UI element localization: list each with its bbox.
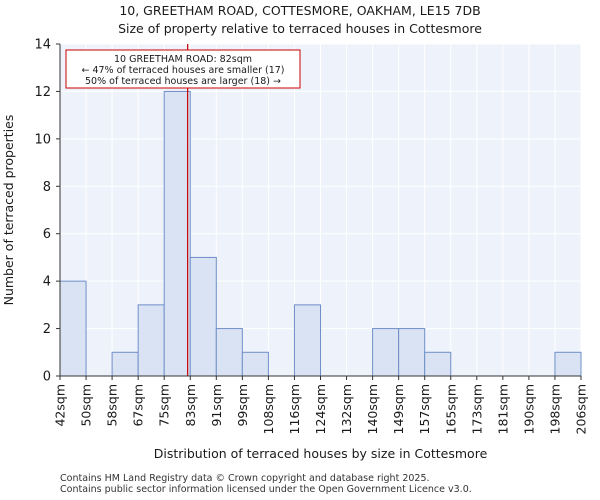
annotation-line: ← 47% of terraced houses are smaller (17…	[81, 65, 284, 76]
x-tick-label: 42sqm	[53, 384, 68, 427]
histogram-bar	[137, 304, 165, 377]
histogram-bar	[554, 351, 582, 377]
histogram-bar	[59, 280, 87, 377]
histogram-bar	[241, 351, 269, 377]
x-tick-label: 99sqm	[235, 384, 250, 427]
y-tick-label: 0	[43, 370, 51, 385]
footer-copyright: Contains HM Land Registry data © Crown c…	[60, 473, 430, 484]
histogram-bar	[398, 328, 426, 377]
x-tick-label: 173sqm	[469, 384, 484, 434]
y-tick-label: 4	[43, 275, 51, 290]
x-axis-label: Distribution of terraced houses by size …	[154, 446, 488, 461]
x-tick-label: 58sqm	[105, 384, 120, 427]
x-tick-label: 67sqm	[131, 384, 146, 427]
x-tick-label: 75sqm	[157, 384, 172, 427]
chart-title: 10, GREETHAM ROAD, COTTESMORE, OAKHAM, L…	[119, 3, 481, 18]
histogram-bar	[111, 351, 139, 377]
x-tick-label: 181sqm	[495, 384, 510, 434]
x-tick-label: 83sqm	[183, 384, 198, 427]
footer-licence: Contains public sector information licen…	[60, 484, 472, 495]
x-tick-label: 198sqm	[547, 384, 562, 434]
histogram-bar	[372, 328, 400, 377]
histogram-bar	[215, 328, 243, 377]
y-tick-label: 2	[43, 322, 51, 337]
y-tick-label: 14	[34, 38, 51, 53]
histogram-bar	[424, 351, 452, 377]
x-tick-label: 190sqm	[521, 384, 536, 434]
annotation-box	[65, 49, 301, 89]
x-tick-label: 165sqm	[443, 384, 458, 434]
x-tick-label: 124sqm	[313, 384, 328, 434]
y-tick-label: 6	[43, 227, 51, 242]
annotation-line: 10 GREETHAM ROAD: 82sqm	[114, 54, 252, 65]
x-tick-label: 157sqm	[417, 384, 432, 434]
y-axis-label: Number of terraced properties	[1, 115, 16, 306]
histogram-bar	[293, 304, 322, 377]
x-tick-label: 132sqm	[339, 384, 354, 434]
chart-subtitle: Size of property relative to terraced ho…	[118, 21, 482, 36]
x-tick-label: 140sqm	[365, 384, 380, 434]
y-tick-label: 8	[43, 180, 51, 195]
x-tick-label: 116sqm	[287, 384, 302, 434]
x-tick-label: 206sqm	[574, 384, 589, 434]
x-tick-label: 108sqm	[261, 384, 276, 434]
x-tick-label: 91sqm	[209, 384, 224, 427]
x-tick-label: 149sqm	[391, 384, 406, 434]
y-tick-label: 12	[34, 85, 51, 100]
x-tick-label: 50sqm	[79, 384, 94, 427]
histogram-bar	[163, 90, 191, 377]
y-tick-label: 10	[34, 132, 51, 147]
histogram-bar	[189, 256, 217, 377]
annotation-line: 50% of terraced houses are larger (18) →	[85, 76, 281, 87]
